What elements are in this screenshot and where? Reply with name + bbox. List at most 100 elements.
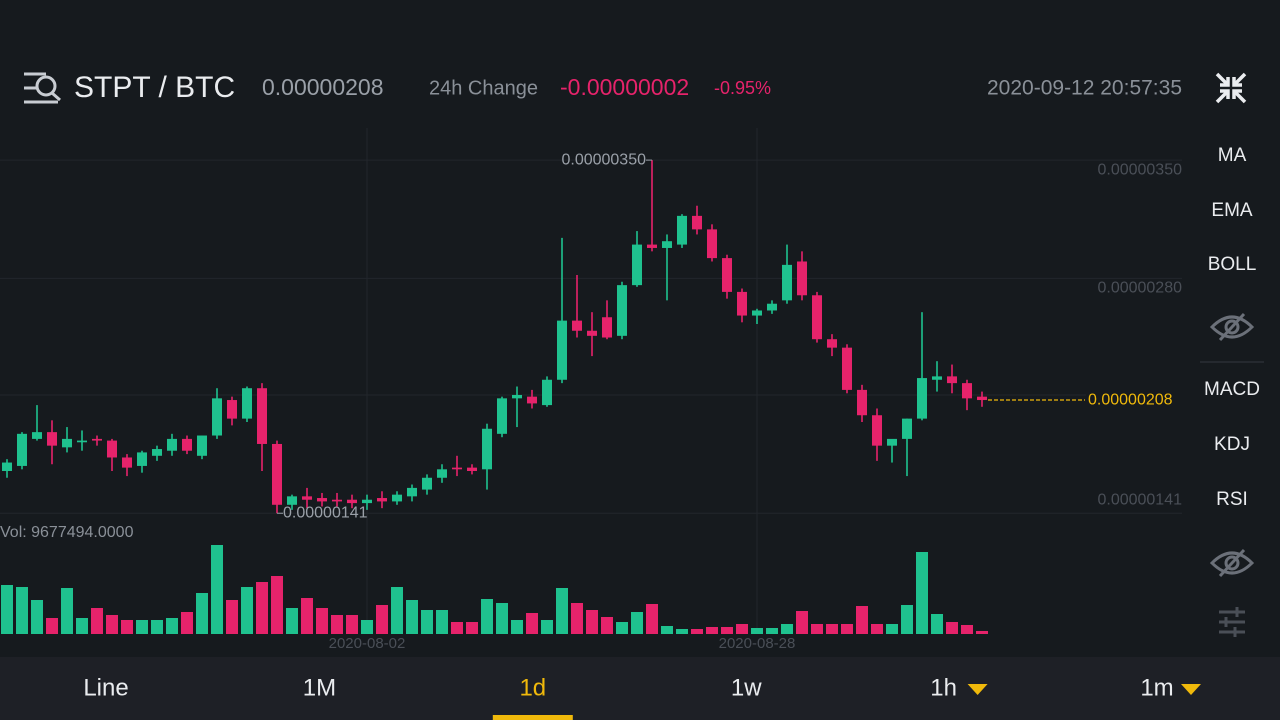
candle-body [422, 477, 432, 490]
annotation: 0.00000350 [561, 151, 646, 168]
candle-body [317, 498, 327, 502]
annotation: 0.00000141 [283, 504, 368, 521]
volume-bar [526, 613, 538, 634]
candle-body [347, 499, 357, 504]
volume-bar [856, 606, 868, 634]
volume-bar [706, 627, 718, 634]
tab[interactable]: 1h [930, 674, 957, 701]
indicator[interactable]: EMA [1211, 200, 1253, 221]
candle-body [212, 398, 222, 436]
time: 2020-09-12 20:57:35 [987, 77, 1182, 100]
volume-bar [511, 620, 523, 634]
candle-body [752, 310, 762, 316]
volume-bar [541, 620, 553, 634]
volume-bar [451, 622, 463, 634]
candle-body [407, 487, 417, 497]
volume-bar [571, 603, 583, 634]
bottom-bar [0, 657, 1280, 720]
candle-body [812, 295, 822, 340]
volume-bar [676, 629, 688, 634]
volume-bar [871, 624, 883, 634]
volume-label: Vol: 9677494.0000 [0, 524, 134, 541]
candle-body [332, 499, 342, 502]
indicator[interactable]: MACD [1204, 379, 1260, 400]
volume-bar [181, 612, 193, 634]
candle-body [767, 303, 777, 311]
settings-icon[interactable] [1219, 607, 1245, 637]
volume-bar [496, 603, 508, 634]
candle-body [272, 443, 282, 505]
volume-bar [91, 608, 103, 634]
candle-body [782, 264, 792, 301]
collapse-icon[interactable] [1215, 72, 1247, 104]
candle-body [287, 496, 297, 505]
y-tick-label: 0.00000141 [1097, 491, 1182, 508]
last-price-label: 0.00000208 [1088, 391, 1173, 408]
volume-bar [616, 622, 628, 634]
eye-off-icon[interactable] [1209, 548, 1255, 578]
volume-bar [841, 624, 853, 634]
candle-body [302, 496, 312, 500]
volume-bar [331, 615, 343, 634]
candle-body [557, 320, 567, 380]
volume-bar [781, 624, 793, 634]
candle-body [17, 433, 27, 466]
candle-body [467, 467, 477, 471]
volume-bar [631, 612, 643, 634]
change: -0.00000002 [560, 74, 689, 100]
indicator[interactable]: MA [1218, 145, 1247, 166]
indicator[interactable]: KDJ [1214, 434, 1250, 455]
volume-bar [421, 610, 433, 634]
candle-body [482, 428, 492, 470]
candle-body [872, 415, 882, 446]
pair[interactable]: STPT / BTC [74, 71, 235, 104]
volume-bar [256, 582, 268, 634]
volume-bar [721, 627, 733, 634]
candle-body [647, 244, 657, 248]
indicator[interactable]: RSI [1216, 489, 1248, 510]
candle-body [152, 449, 162, 456]
dropdown-arrow [1181, 684, 1201, 695]
candle-body [527, 396, 537, 404]
volume-bar [241, 587, 253, 634]
volume-bar [31, 600, 43, 634]
candle-body [497, 398, 507, 434]
candle-body [242, 388, 252, 419]
volume-bar [1, 585, 13, 634]
volume-bar [16, 587, 28, 634]
volume-bar [586, 610, 598, 634]
candle-body [887, 438, 897, 446]
candle-body [452, 467, 462, 470]
candle-body [572, 320, 582, 331]
candle-body [137, 452, 147, 466]
volume-bar [901, 605, 913, 634]
volume-bar [646, 604, 658, 634]
volume-bar [961, 625, 973, 634]
volume-bar [151, 620, 163, 634]
volume-bar [466, 622, 478, 634]
volume-bar [271, 576, 283, 634]
menu-icon[interactable] [24, 72, 61, 104]
tab[interactable]: 1w [731, 674, 762, 701]
volume-bar [226, 600, 238, 634]
tab[interactable]: 1M [303, 674, 336, 701]
eye-off-icon[interactable] [1209, 312, 1255, 342]
tab[interactable]: 1d [519, 674, 546, 701]
volume-bar [601, 617, 613, 634]
tab[interactable]: Line [83, 674, 128, 701]
candle-body [2, 462, 12, 471]
change-pct: -0.95% [714, 78, 771, 98]
tab[interactable]: 1m [1140, 674, 1173, 701]
candle-body [722, 258, 732, 292]
candle-body [437, 469, 447, 478]
tab-underline [492, 715, 573, 720]
volume-bar [556, 588, 568, 634]
volume-bar [316, 608, 328, 634]
candle-body [917, 378, 927, 419]
candle-body [587, 330, 597, 336]
volume-bar [946, 622, 958, 634]
volume-bar [121, 620, 133, 634]
indicator[interactable]: BOLL [1208, 254, 1257, 275]
